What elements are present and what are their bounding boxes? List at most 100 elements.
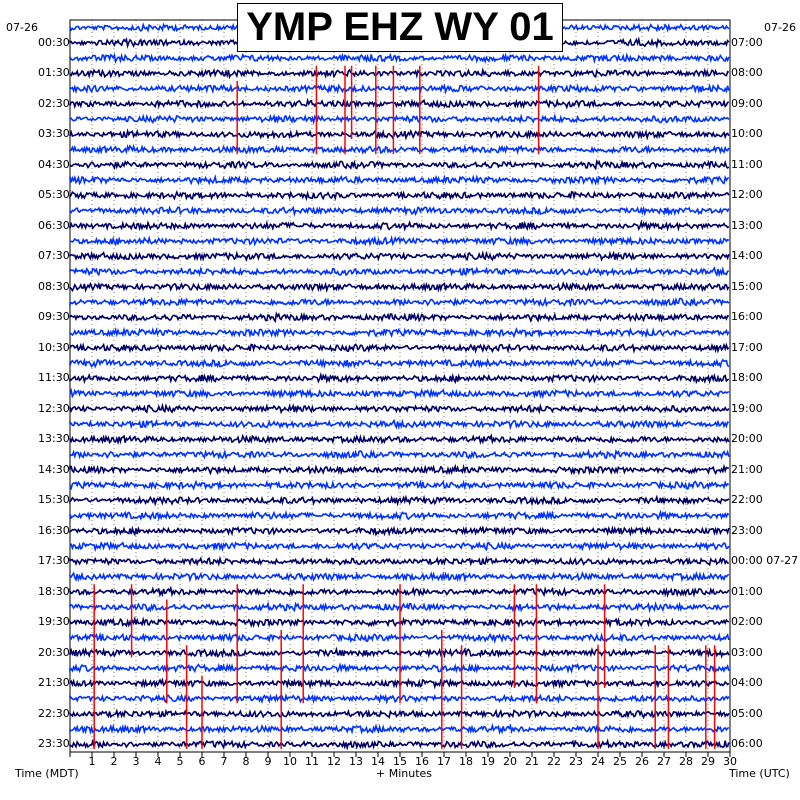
left-time-label: 04:30: [38, 157, 70, 171]
right-time-label: 05:00: [731, 706, 763, 720]
x-tick-label: 5: [176, 755, 184, 768]
trace-row: [69, 402, 730, 415]
x-tick-label: 21: [525, 755, 539, 768]
trace-row: [69, 631, 730, 645]
trace-row: [69, 326, 730, 339]
right-time-label: 11:00: [731, 157, 763, 171]
left-axis-label: Time (MDT): [15, 767, 79, 780]
right-time-label: 09:00: [731, 96, 763, 110]
right-time-label: 08:00: [731, 66, 763, 80]
x-tick-label: 29: [701, 755, 715, 768]
trace-row: [69, 189, 730, 202]
trace-row: [69, 677, 730, 690]
trace-row: [69, 205, 730, 218]
trace-row: [69, 357, 730, 369]
trace-row: [69, 662, 730, 674]
x-tick-label: 12: [327, 755, 341, 768]
trace-row: [69, 708, 730, 720]
trace-row: [69, 234, 730, 247]
x-tick-label: 26: [635, 755, 649, 768]
trace-row: [69, 570, 730, 583]
trace-row: [69, 646, 730, 659]
right-time-label: 13:00: [731, 218, 763, 232]
trace-row: [69, 494, 730, 507]
trace-row: [69, 158, 730, 171]
x-tick-label: 3: [132, 755, 140, 768]
date-right: 07-26: [764, 21, 796, 34]
right-time-label: 15:00: [731, 279, 763, 293]
left-time-label: 15:30: [38, 493, 70, 507]
trace-row: [69, 113, 730, 126]
right-time-label: 17:00: [731, 340, 763, 354]
x-tick-marks: [69, 752, 731, 757]
trace-row: [69, 525, 730, 537]
right-time-label: 06:00: [731, 737, 763, 751]
right-time-label: 02:00: [731, 615, 763, 629]
x-tick-label: 18: [459, 755, 473, 768]
left-time-label: 06:30: [38, 218, 70, 232]
right-time-label: 19:00: [731, 401, 763, 415]
right-time-label: 01:00: [731, 584, 763, 598]
seismic-events: [93, 65, 716, 749]
trace-row: [69, 371, 730, 385]
trace-row: [69, 97, 730, 110]
x-axis-label: + Minutes: [376, 767, 433, 780]
trace-row: [69, 509, 730, 522]
trace-row: [69, 722, 730, 736]
x-tick-label: 6: [198, 755, 206, 768]
left-time-label: 05:30: [38, 188, 70, 202]
trace-row: [69, 615, 730, 629]
trace-row: [69, 448, 730, 461]
left-time-label: 22:30: [38, 706, 70, 720]
left-time-label: 14:30: [38, 462, 70, 476]
x-tick-label: 25: [613, 755, 627, 768]
x-tick-label: 19: [481, 755, 495, 768]
x-tick-label: 2: [110, 755, 118, 768]
trace-row: [69, 418, 730, 431]
trace-row: [69, 600, 730, 614]
trace-row: [69, 52, 730, 65]
left-time-label: 01:30: [38, 66, 70, 80]
left-time-label: 03:30: [38, 127, 70, 141]
left-time-label: 21:30: [38, 676, 70, 690]
left-time-label: 09:30: [38, 310, 70, 324]
x-tick-label: 11: [305, 755, 319, 768]
trace-row: [69, 738, 730, 751]
x-tick-label: 9: [264, 755, 272, 768]
trace-row: [69, 219, 730, 232]
trace-row: [69, 311, 729, 324]
trace-row: [69, 387, 730, 400]
trace-row: [69, 463, 729, 476]
left-time-label: 07:30: [38, 249, 70, 263]
left-time-label: 11:30: [38, 371, 70, 385]
trace-row: [69, 265, 730, 278]
x-tick-label: 20: [503, 755, 517, 768]
trace-row: [69, 128, 730, 141]
right-axis-label: Time (UTC): [729, 767, 790, 780]
x-tick-label: 7: [220, 755, 228, 768]
x-tick-label: 8: [242, 755, 250, 768]
x-tick-label: 15: [393, 755, 407, 768]
left-time-label: 19:30: [38, 615, 70, 629]
trace-row: [69, 479, 730, 491]
chart-title: YMP EHZ WY 01: [237, 3, 563, 52]
right-time-label: 04:00: [731, 676, 763, 690]
left-time-label: 08:30: [38, 279, 70, 293]
x-tick-label: 23: [569, 755, 583, 768]
left-time-label: 18:30: [38, 584, 70, 598]
x-tick-label: 24: [591, 755, 605, 768]
x-tick-label: 17: [437, 755, 451, 768]
x-tick-label: 30: [723, 755, 737, 768]
trace-row: [69, 296, 730, 308]
right-time-label: 10:00: [731, 127, 763, 141]
x-tick-label: 14: [371, 755, 385, 768]
left-time-label: 20:30: [38, 645, 70, 659]
right-time-label: 20:00: [731, 432, 763, 446]
trace-row: [69, 342, 730, 354]
x-tick-label: 28: [679, 755, 693, 768]
left-time-label: 10:30: [38, 340, 70, 354]
seismic-traces: [69, 22, 730, 751]
x-tick-label: 22: [547, 755, 561, 768]
left-time-label: 16:30: [38, 523, 70, 537]
left-time-label: 02:30: [38, 96, 70, 110]
